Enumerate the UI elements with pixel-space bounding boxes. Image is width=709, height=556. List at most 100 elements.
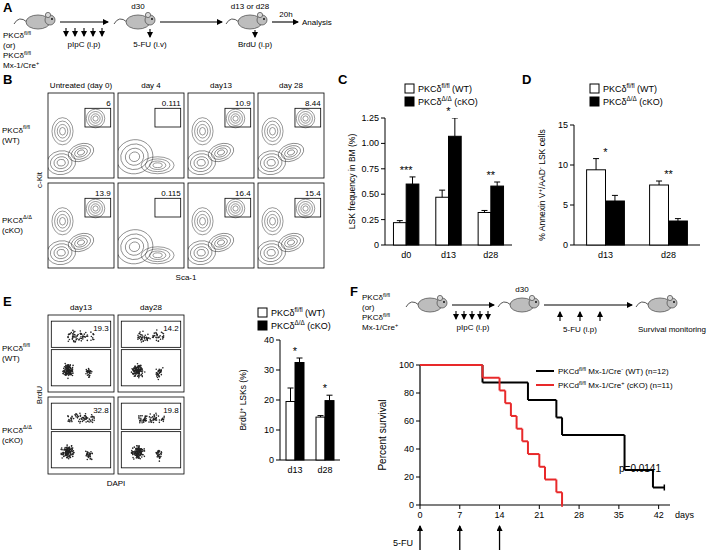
contour <box>213 146 228 159</box>
event-dot <box>72 456 74 458</box>
event-dot <box>153 417 155 419</box>
event-dot <box>156 334 158 336</box>
gate <box>225 198 251 217</box>
survival-drop <box>504 390 506 403</box>
event-dot <box>140 453 142 455</box>
event-dot <box>88 452 90 454</box>
event-dot <box>93 334 95 336</box>
event-dot <box>138 457 140 459</box>
panel-label: B <box>3 72 12 87</box>
event-dot <box>138 371 140 373</box>
legend-swatch <box>590 84 599 93</box>
event-dot <box>63 373 65 375</box>
event-dot <box>66 372 68 374</box>
label: d30 <box>131 2 145 11</box>
event-dot <box>145 420 147 422</box>
event-dot <box>133 451 135 453</box>
event-dot <box>90 451 92 453</box>
event-dot <box>134 370 136 372</box>
event-dot <box>80 333 82 335</box>
contour <box>265 211 281 231</box>
contour <box>189 242 214 263</box>
event-dot <box>67 366 69 368</box>
contour <box>123 236 145 257</box>
bar <box>295 363 304 461</box>
x-tick <box>499 505 500 509</box>
event-dot <box>62 373 64 375</box>
event-dot <box>138 455 140 457</box>
bar <box>436 197 449 245</box>
y-tick <box>381 168 385 169</box>
event-dot <box>68 340 70 342</box>
tick-label: 1.00 <box>361 138 379 148</box>
event-dot <box>81 418 83 420</box>
contour <box>52 118 73 145</box>
event-dot <box>71 421 73 423</box>
event-dot <box>67 368 69 370</box>
event-dot <box>88 371 90 373</box>
event-dot <box>139 336 141 338</box>
event-dot <box>133 458 135 460</box>
event-dot <box>137 450 139 452</box>
event-dot <box>163 416 165 418</box>
event-dot <box>66 447 68 449</box>
event-dot <box>159 458 161 460</box>
event-dot <box>71 448 73 450</box>
event-dot <box>71 415 73 417</box>
survival-drop <box>510 403 512 416</box>
contour <box>296 109 314 128</box>
event-dot <box>144 371 146 373</box>
event-dot <box>83 417 85 419</box>
event-dot <box>135 447 137 449</box>
event-dot <box>87 372 89 374</box>
event-dot <box>133 370 135 372</box>
event-dot <box>85 373 87 375</box>
legend-swatch <box>536 370 554 372</box>
injection-arrow <box>254 30 255 37</box>
event-dot <box>137 336 139 338</box>
row-label: PKCδfl/fl <box>2 342 30 352</box>
legend-label: PKCδfl/fl (WT) <box>603 82 657 94</box>
strain: (or) <box>362 303 375 312</box>
panel-label: A <box>3 0 13 15</box>
flow-b: Untreated (day 0)day 4day13day 28PKCδfl/… <box>2 81 324 282</box>
mouse-eye <box>51 18 53 20</box>
event-dot <box>88 456 90 458</box>
column-title: day28 <box>140 303 162 312</box>
event-dot <box>80 330 82 332</box>
mouse-tail <box>636 302 649 307</box>
event-dot <box>89 375 91 377</box>
event-dot <box>138 369 140 371</box>
y-tick <box>276 460 280 461</box>
arrow <box>452 304 494 305</box>
strain: PKCδfl/fl <box>3 30 31 40</box>
event-dot <box>137 371 139 373</box>
gate-lower <box>51 350 110 386</box>
plot-frame <box>188 93 254 178</box>
significance: ** <box>487 169 496 181</box>
contour <box>210 233 233 252</box>
flow-plot <box>118 136 174 178</box>
event-dot <box>158 373 160 375</box>
event-dot <box>93 420 95 422</box>
event-dot <box>156 452 158 454</box>
event-dot <box>149 419 151 421</box>
event-dot <box>141 420 143 422</box>
event-dot <box>159 422 161 424</box>
event-dot <box>158 450 160 452</box>
error-stem <box>299 358 300 363</box>
contour <box>188 148 218 176</box>
y-tick <box>276 400 280 401</box>
significance: * <box>603 146 608 158</box>
tick-label: 100 <box>399 360 414 370</box>
event-dot <box>64 447 66 449</box>
gate <box>51 403 110 429</box>
event-dot <box>141 339 143 341</box>
annotation: p=0.0141 <box>619 463 661 474</box>
event-dot <box>86 369 88 371</box>
contour <box>57 124 68 138</box>
mouse-ear <box>529 295 534 300</box>
legend-label: PKCδfl/fl (WT) <box>418 82 472 94</box>
mouse-eye <box>443 301 445 303</box>
event-dot <box>156 340 158 342</box>
